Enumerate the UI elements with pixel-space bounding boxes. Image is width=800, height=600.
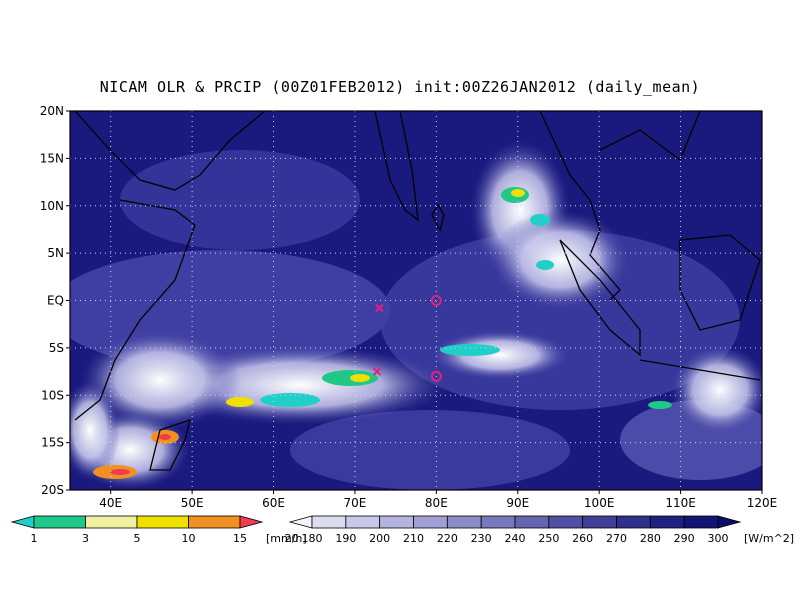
olr-colorbar-tick-label: 180 bbox=[302, 532, 323, 545]
olr-colorbar-swatch bbox=[514, 515, 550, 529]
lat-tick-label: EQ bbox=[47, 294, 64, 308]
olr-colorbar-unit: [W/m^2] bbox=[744, 532, 794, 545]
lon-tick-label: 80E bbox=[425, 496, 448, 510]
olr-colorbar-high-arrow bbox=[717, 515, 742, 529]
precip-colorbar-high-arrow bbox=[239, 515, 264, 529]
olr-colorbar-swatch bbox=[649, 515, 685, 529]
lon-tick-label: 110E bbox=[665, 496, 696, 510]
olr-colorbar-tick-label: 210 bbox=[403, 532, 424, 545]
lon-tick-label: 50E bbox=[181, 496, 204, 510]
map-title: NICAM OLR & PRCIP (00Z01FEB2012) init:00… bbox=[99, 78, 701, 96]
lat-tick-label: 5N bbox=[47, 246, 64, 260]
olr-colorbar-tick-label: 250 bbox=[538, 532, 559, 545]
olr-colorbar-tick-label: 270 bbox=[606, 532, 627, 545]
lat-tick-label: 5S bbox=[49, 341, 64, 355]
olr-colorbar-swatch bbox=[548, 515, 584, 529]
precip-colorbar-tick-label: 5 bbox=[134, 532, 141, 545]
x-marker bbox=[372, 367, 382, 376]
precip-colorbar-swatch bbox=[85, 515, 138, 529]
precip-colorbar-tick-label: 1 bbox=[31, 532, 38, 545]
markers bbox=[372, 295, 442, 382]
olr-colorbar-tick-label: 280 bbox=[640, 532, 661, 545]
olr-colorbar: 180 190 200 210 220 230 240 250 260 270 280 290 300 [… bbox=[288, 515, 794, 545]
olr-colorbar-tick-label: 200 bbox=[369, 532, 390, 545]
x-marker bbox=[375, 303, 384, 313]
olr-colorbar-tick-label: 220 bbox=[437, 532, 458, 545]
lon-tick-label: 100E bbox=[584, 496, 615, 510]
olr-colorbar-tick-label: 230 bbox=[471, 532, 492, 545]
olr-field bbox=[70, 140, 762, 490]
olr-colorbar-tick-label: 300 bbox=[708, 532, 729, 545]
lat-tick-label: 15S bbox=[41, 436, 64, 450]
olr-colorbar-swatch bbox=[413, 515, 448, 529]
olr-colorbar-swatch bbox=[345, 515, 381, 529]
olr-colorbar-swatch bbox=[480, 515, 516, 529]
olr-colorbar-swatch bbox=[582, 515, 617, 529]
lat-tick-label: 20N bbox=[40, 104, 64, 118]
lon-tick-label: 90E bbox=[506, 496, 529, 510]
coastlines bbox=[74, 111, 761, 471]
lon-tick-label: 60E bbox=[262, 496, 285, 510]
lat-tick-label: 20S bbox=[41, 483, 64, 497]
olr-colorbar-swatch bbox=[683, 515, 719, 529]
olr-colorbar-swatch bbox=[446, 515, 482, 529]
olr-colorbar-swatch bbox=[311, 515, 347, 529]
precip-colorbar-tick-label: 20 bbox=[285, 532, 299, 545]
lon-tick-label: 40E bbox=[99, 496, 122, 510]
precip-colorbar-swatch bbox=[136, 515, 189, 529]
olr-colorbar-tick-label: 190 bbox=[335, 532, 356, 545]
precip-colorbar-tick-label: 15 bbox=[233, 532, 247, 545]
latitude-axis: 20N 15N 10N 5N EQ 5S 10S 15S 20S bbox=[40, 104, 70, 497]
precip-colorbar-unit: [mm/h] bbox=[266, 532, 307, 545]
longitude-axis: 40E 50E 60E 70E 80E 90E 100E 110E 120E bbox=[99, 490, 777, 510]
gridlines bbox=[70, 111, 762, 490]
precip-colorbar-low-arrow bbox=[10, 515, 35, 529]
circle-marker bbox=[430, 295, 442, 306]
olr-colorbar-tick-label: 260 bbox=[572, 532, 593, 545]
lon-tick-label: 120E bbox=[747, 496, 778, 510]
precip-colorbar-tick-label: 3 bbox=[82, 532, 89, 545]
lon-tick-label: 70E bbox=[344, 496, 367, 510]
lat-tick-label: 10S bbox=[41, 388, 64, 402]
precip-colorbar-tick-label: 10 bbox=[182, 532, 196, 545]
olr-colorbar-tick-label: 240 bbox=[505, 532, 526, 545]
olr-colorbar-swatch bbox=[379, 515, 414, 529]
olr-colorbar-tick-label: 290 bbox=[674, 532, 695, 545]
lat-tick-label: 10N bbox=[40, 199, 64, 213]
precip-colorbar-swatch bbox=[33, 515, 86, 529]
olr-colorbar-low-arrow bbox=[288, 515, 313, 529]
lat-tick-label: 15N bbox=[40, 151, 64, 165]
olr-colorbar-swatch bbox=[616, 515, 651, 529]
precip-colorbar: 1 3 5 10 15 20[mm/h] bbox=[10, 515, 307, 545]
precip-colorbar-swatch bbox=[188, 515, 241, 529]
circle-marker bbox=[430, 370, 442, 382]
